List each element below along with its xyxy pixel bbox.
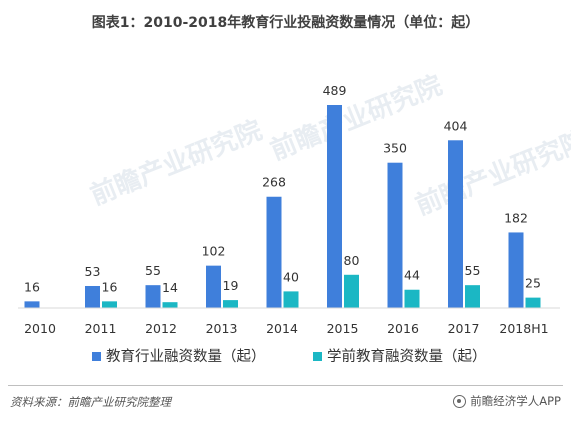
bar-education-financing (145, 285, 161, 308)
brand-logo-icon (453, 394, 467, 408)
brand-name: 前瞻经济学人APP (470, 394, 561, 408)
x-tick-label: 2010 (24, 321, 56, 336)
watermark: 前瞻产业研究院 (86, 115, 266, 212)
data-label: 268 (262, 175, 286, 190)
bar-preschool-financing (162, 302, 178, 308)
legend-swatch (92, 352, 101, 361)
data-label: 16 (24, 279, 40, 294)
bar-education-financing (508, 232, 524, 308)
bar-preschool-financing (344, 274, 359, 308)
x-tick-label: 2015 (327, 321, 359, 336)
data-label: 404 (444, 118, 468, 133)
bar-education-financing (266, 196, 282, 308)
data-label: 44 (404, 268, 420, 283)
x-tick-label: 2016 (387, 321, 419, 336)
data-label: 55 (465, 263, 481, 278)
x-axis-tick-labels: 2010 2011 2012 2013 2014 2015 2016 2017 2018H1 (24, 321, 548, 336)
bar-preschool-financing (404, 289, 420, 308)
bar-preschool-financing (525, 297, 541, 308)
data-label: 350 (383, 141, 407, 156)
brand-credit: 前瞻经济学人APP (453, 393, 561, 409)
data-label: 489 (323, 83, 347, 98)
bar-education-financing (24, 301, 40, 308)
legend-label: 教育行业融资数量（起） (106, 348, 266, 365)
x-tick-label: 2014 (266, 321, 298, 336)
chart-title: 图表1：2010-2018年教育行业投融资数量情况（单位：起） (91, 15, 480, 31)
data-label: 25 (525, 276, 541, 291)
data-label: 53 (85, 264, 101, 279)
data-label: 182 (504, 210, 528, 225)
bar-preschool-financing (102, 301, 117, 308)
bar-education-financing (206, 265, 221, 308)
bar-preschool-financing (465, 285, 480, 308)
bar-education-financing (448, 140, 463, 308)
watermark: 前瞻产业研究院 (411, 125, 571, 222)
bar-education-financing (85, 285, 100, 308)
data-label: 80 (344, 253, 360, 268)
data-label: 14 (162, 280, 178, 295)
watermark: 前瞻产业研究院 (266, 70, 446, 167)
x-tick-label: 2013 (206, 321, 238, 336)
data-label: 55 (145, 263, 161, 278)
legend-swatch (313, 352, 322, 361)
bar-education-financing (387, 162, 403, 308)
data-label: 102 (202, 244, 226, 259)
x-tick-label: 2012 (145, 321, 177, 336)
x-tick-label: 2017 (448, 321, 480, 336)
bar-preschool-financing (283, 291, 299, 308)
footer-divider (8, 385, 563, 386)
legend: 教育行业融资数量（起） 学前教育融资数量（起） (92, 348, 487, 365)
source-note: 资料来源：前瞻产业研究院整理 (10, 395, 171, 409)
legend-label: 学前教育融资数量（起） (327, 348, 487, 365)
x-tick-label: 2018H1 (499, 321, 548, 336)
x-tick-label: 2011 (85, 321, 117, 336)
data-label: 16 (102, 279, 118, 294)
data-label: 19 (223, 278, 239, 293)
bar-education-financing (327, 105, 342, 308)
data-label: 40 (283, 269, 299, 284)
bar-preschool-financing (223, 300, 238, 308)
